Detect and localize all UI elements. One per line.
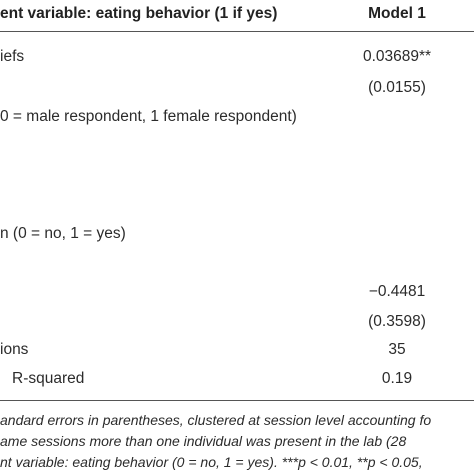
row-value: 0.19 xyxy=(381,370,413,387)
header-model: Model 1 xyxy=(368,5,426,22)
row-label: 0 = male respondent, 1 female respondent… xyxy=(0,108,297,125)
note: nt variable: eating behavior (0 = no, 1 … xyxy=(0,454,423,470)
row-value: −0.4481 xyxy=(368,283,426,300)
header-rule xyxy=(0,31,474,32)
header-label: ent variable: eating behavior (1 if yes) xyxy=(0,5,278,22)
row-value: (0.3598) xyxy=(368,313,426,330)
note: ame sessions more than one individual wa… xyxy=(0,433,407,449)
row-label: iefs xyxy=(0,48,25,65)
row-value: 0.03689** xyxy=(362,48,432,65)
row-label: ions xyxy=(0,341,29,358)
row-label: n (0 = no, 1 = yes) xyxy=(0,225,126,242)
row-value: 35 xyxy=(388,341,406,358)
bottom-rule xyxy=(0,400,474,401)
note: andard errors in parentheses, clustered … xyxy=(0,412,432,428)
row-label: R-squared xyxy=(12,370,85,387)
row-value: (0.0155) xyxy=(368,79,426,96)
